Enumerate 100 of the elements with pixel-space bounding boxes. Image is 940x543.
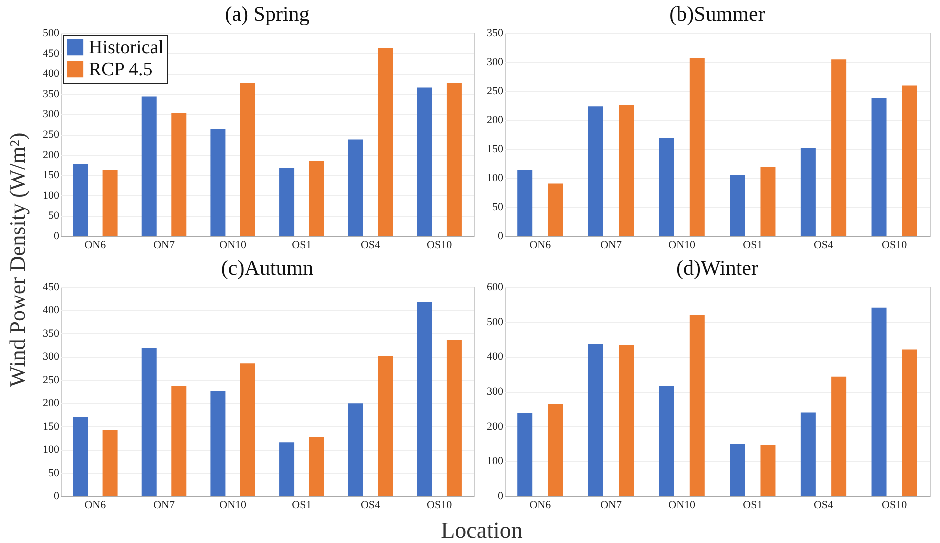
y-tick-label: 0 xyxy=(54,490,60,502)
y-tick-label: 450 xyxy=(43,48,60,60)
x-axis-title: Location xyxy=(441,518,523,543)
y-tick-label: 400 xyxy=(43,304,60,317)
bar xyxy=(172,112,187,236)
x-tick-label: OS10 xyxy=(882,500,908,512)
y-tick-label: 100 xyxy=(43,190,60,202)
y-tick-label: 250 xyxy=(487,86,504,98)
x-tick-label: OS10 xyxy=(427,240,453,252)
bar xyxy=(548,184,564,236)
y-tick-label: 300 xyxy=(43,108,60,121)
bar xyxy=(73,417,88,496)
bar xyxy=(240,364,256,496)
bar xyxy=(659,138,674,236)
bar xyxy=(902,86,918,236)
bar xyxy=(348,404,364,496)
x-tick-label: ON6 xyxy=(84,240,107,252)
bar xyxy=(172,386,187,496)
x-tick-label: ON7 xyxy=(154,240,176,252)
x-tick-label: OS1 xyxy=(292,500,312,512)
x-tick-label: ON7 xyxy=(154,500,176,512)
x-tick-label: OS1 xyxy=(743,500,763,512)
bar xyxy=(619,106,634,236)
bar xyxy=(210,392,226,496)
legend-label: Historical xyxy=(89,38,164,58)
y-tick-label: 400 xyxy=(43,68,60,80)
bar xyxy=(309,437,324,496)
y-tick-label: 150 xyxy=(43,170,60,182)
y-tick-label: 50 xyxy=(48,467,60,480)
bar xyxy=(446,82,462,236)
bar xyxy=(902,350,918,496)
y-tick-label: 250 xyxy=(43,129,60,141)
y-tick-label: 500 xyxy=(487,316,504,328)
bar xyxy=(760,445,776,496)
y-tick-label: 50 xyxy=(492,202,504,214)
x-tick-label: OS1 xyxy=(743,240,763,252)
bar xyxy=(73,164,88,236)
x-tick-label: OS4 xyxy=(814,500,834,512)
bar xyxy=(619,346,634,496)
x-tick-label: OS10 xyxy=(882,240,908,252)
y-tick-label: 250 xyxy=(43,374,60,386)
bar xyxy=(872,98,887,236)
bar xyxy=(730,444,746,496)
bar xyxy=(142,348,157,496)
y-tick-label: 0 xyxy=(498,490,504,502)
bar xyxy=(832,376,847,496)
x-tick-label: OS4 xyxy=(814,240,834,252)
bar xyxy=(872,308,887,496)
x-tick-label: OS10 xyxy=(427,500,453,512)
y-tick-label: 350 xyxy=(487,28,504,40)
bar xyxy=(832,60,847,236)
y-tick-label: 350 xyxy=(43,88,60,100)
y-tick-label: 100 xyxy=(43,444,60,456)
bar xyxy=(417,88,432,236)
bar xyxy=(309,161,324,236)
x-tick-label: ON7 xyxy=(600,240,622,252)
y-tick-label: 200 xyxy=(43,149,60,162)
x-tick-label: ON10 xyxy=(220,240,248,252)
y-tick-label: 100 xyxy=(487,456,504,468)
x-tick-label: ON10 xyxy=(668,500,696,512)
bar xyxy=(588,106,604,236)
bar xyxy=(800,148,816,236)
bar xyxy=(659,386,674,496)
y-tick-label: 200 xyxy=(487,420,504,433)
y-axis-title: Wind Power Density (W/m²) xyxy=(5,132,31,388)
chart-title: (a) Spring xyxy=(225,2,310,26)
y-tick-label: 300 xyxy=(43,351,60,364)
bar xyxy=(102,170,118,236)
y-tick-label: 600 xyxy=(487,282,504,294)
y-tick-label: 200 xyxy=(43,398,60,410)
y-tick-label: 400 xyxy=(487,351,504,364)
bar xyxy=(280,442,295,496)
x-tick-label: ON7 xyxy=(600,500,622,512)
y-tick-label: 100 xyxy=(487,172,504,184)
y-tick-label: 200 xyxy=(487,114,504,126)
chart-title: (c)Autumn xyxy=(221,256,314,280)
bar xyxy=(102,430,118,496)
bar xyxy=(730,175,746,236)
bar xyxy=(142,96,157,236)
x-tick-label: OS4 xyxy=(360,500,382,512)
x-tick-label: OS1 xyxy=(292,240,312,252)
bar xyxy=(240,82,256,236)
x-tick-label: ON6 xyxy=(84,500,107,512)
bar xyxy=(446,340,462,496)
bar xyxy=(588,344,604,496)
bar xyxy=(690,315,705,496)
chart-title: (d)Winter xyxy=(676,256,758,280)
bar xyxy=(800,412,816,496)
x-tick-label: ON6 xyxy=(530,500,552,512)
y-tick-label: 150 xyxy=(487,144,504,156)
bar xyxy=(518,170,533,236)
y-tick-label: 500 xyxy=(43,28,60,40)
y-tick-label: 300 xyxy=(487,386,504,398)
x-tick-label: ON10 xyxy=(668,240,696,252)
y-tick-label: 150 xyxy=(43,420,60,433)
bar xyxy=(690,58,705,236)
bar xyxy=(518,413,533,496)
bar xyxy=(378,356,394,496)
bar xyxy=(210,129,226,236)
bar xyxy=(760,168,776,236)
